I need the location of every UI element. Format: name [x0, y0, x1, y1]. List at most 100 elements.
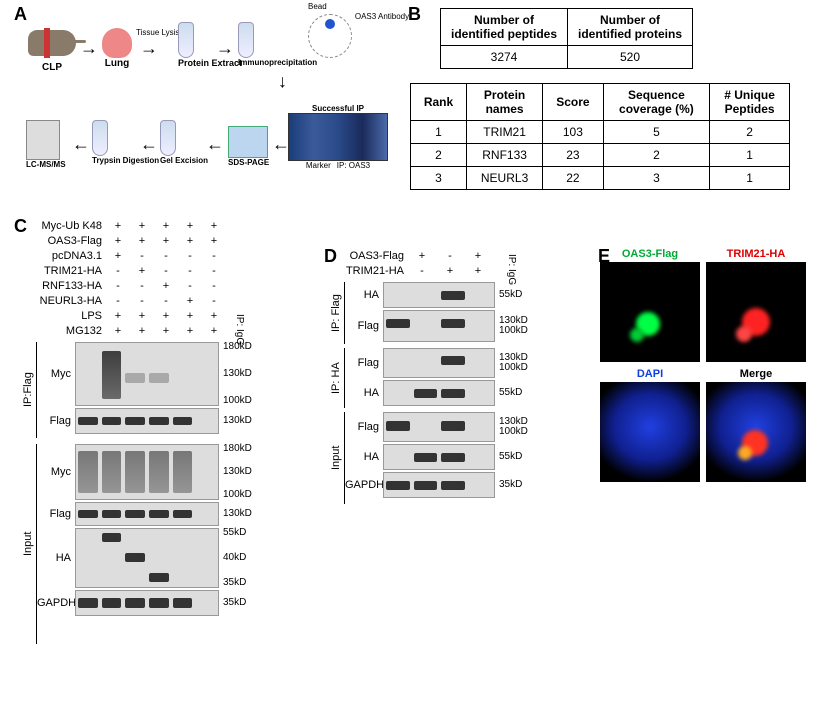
blot-myc-ip: [75, 342, 219, 406]
table-row: 2RNF1332321: [411, 144, 790, 167]
wf-lcms: LC-MS/MS: [26, 120, 66, 169]
blot-d-ha1: [383, 282, 495, 308]
arrow-icon: →: [80, 38, 98, 59]
cond-cell: +: [154, 325, 178, 337]
cond-label: LPS: [20, 310, 106, 322]
cond-cell: +: [106, 235, 130, 247]
wf-trypsin: Trypsin Digestion: [92, 120, 159, 165]
cond-label: OAS3-Flag: [20, 235, 106, 247]
cond-cell: +: [202, 220, 226, 232]
cond-cell: -: [202, 280, 226, 292]
fluor-green: [600, 262, 700, 362]
blot-d-flag3: [383, 412, 495, 442]
blot-myc-label: Myc: [37, 368, 75, 380]
conditions-c: Myc-Ub K48+++++OAS3-Flag+++++pcDNA3.1+--…: [20, 218, 310, 338]
cond-label: NEURL3-HA: [20, 295, 106, 307]
cond-cell: +: [130, 325, 154, 337]
th-score: Score: [543, 84, 604, 121]
fluor-blue: [600, 382, 700, 482]
cond-cell: -: [106, 280, 130, 292]
cond-cell: +: [202, 310, 226, 322]
cond-cell: +: [154, 235, 178, 247]
blot-gapdh: [75, 590, 219, 616]
wf-bead-circle: Bead OAS3 Antibody: [308, 14, 352, 58]
wf-oas3ab-label: OAS3 Antibody: [352, 12, 412, 21]
arrow-left-icon: ←: [206, 134, 224, 155]
cond-cell: -: [178, 250, 202, 262]
wf-lung-label: Lung: [102, 58, 132, 69]
th-uniq: # Unique Peptides: [710, 84, 790, 121]
cond-cell: +: [178, 235, 202, 247]
cond-cell: +: [154, 310, 178, 322]
ip-igg-label-d: IP: IgG: [506, 254, 517, 285]
cond-label: OAS3-Flag: [328, 250, 408, 262]
cond-cell: +: [154, 280, 178, 292]
cond-label: TRIM21-HA: [328, 265, 408, 277]
blot-d-gapdh: [383, 472, 495, 498]
gel-image: [288, 113, 388, 161]
arrow-down-icon: →: [275, 74, 296, 92]
td-peptides: 3274: [441, 46, 568, 69]
cond-cell: +: [154, 220, 178, 232]
cond-label: RNF133-HA: [20, 280, 106, 292]
fluor-red: [706, 262, 806, 362]
cond-cell: +: [106, 310, 130, 322]
cond-cell: -: [106, 295, 130, 307]
th-seq: Sequence coverage (%): [603, 84, 710, 121]
cond-cell: +: [106, 250, 130, 262]
panel-e-fluorescence: OAS3-Flag TRIM21-HA DAPI Merge: [600, 248, 810, 482]
cond-cell: +: [178, 325, 202, 337]
cond-cell: -: [178, 280, 202, 292]
cond-cell: +: [130, 235, 154, 247]
cond-cell: -: [130, 295, 154, 307]
panel-c-western: Myc-Ub K48+++++OAS3-Flag+++++pcDNA3.1+--…: [20, 218, 310, 688]
cond-cell: -: [106, 265, 130, 277]
panel-a-workflow: CLP → Lung Tissue Lysis → Protein Extrac…: [20, 8, 400, 208]
blot-d-flag1: [383, 310, 495, 342]
wf-lcms-label: LC-MS/MS: [26, 160, 66, 169]
cond-cell: +: [202, 235, 226, 247]
cond-cell: -: [154, 250, 178, 262]
cond-cell: +: [130, 220, 154, 232]
wf-clp-label: CLP: [28, 62, 76, 73]
cond-cell: +: [106, 325, 130, 337]
th-peptides: Number of identified peptides: [441, 9, 568, 46]
cond-cell: +: [106, 220, 130, 232]
wf-ip: Immunoprecipitation: [238, 22, 317, 67]
cond-cell: +: [178, 295, 202, 307]
blot-d-flag2: [383, 348, 495, 378]
cond-cell: -: [408, 265, 436, 277]
cond-cell: -: [154, 265, 178, 277]
cond-cell: +: [130, 265, 154, 277]
wf-successful-label: Successful IP: [288, 104, 388, 113]
wf-sds: Successful IP Marker IP: OAS3: [288, 104, 388, 170]
fluor-merge: [706, 382, 806, 482]
table-row: 3NEURL32231: [411, 167, 790, 190]
th-proteins: Number of identified proteins: [568, 9, 693, 46]
blot-flag-label: Flag: [37, 415, 75, 427]
cond-cell: -: [178, 265, 202, 277]
conditions-d: OAS3-Flag+-+TRIM21-HA-++: [328, 248, 588, 278]
cond-cell: -: [154, 295, 178, 307]
cond-cell: +: [464, 265, 492, 277]
blot-myc-input: [75, 444, 219, 500]
group-ipha-d: IP: HA: [328, 348, 345, 408]
table-ranked: Rank Protein names Score Sequence covera…: [410, 83, 790, 190]
wf-ip-label: Immunoprecipitation: [238, 58, 317, 67]
cond-cell: -: [202, 265, 226, 277]
cond-cell: -: [202, 295, 226, 307]
th-rank: Rank: [411, 84, 467, 121]
fluor-green-title: OAS3-Flag: [600, 248, 700, 260]
blot-flag-ip: [75, 408, 219, 434]
cond-cell: +: [408, 250, 436, 262]
panel-d-western: OAS3-Flag+-+TRIM21-HA-++ IP: IgG IP: Fla…: [328, 248, 588, 668]
th-name: Protein names: [467, 84, 543, 121]
cond-cell: +: [130, 310, 154, 322]
arrow-icon: →: [140, 38, 158, 59]
wf-trypsin-label: Trypsin Digestion: [92, 156, 159, 165]
fluor-red-title: TRIM21-HA: [706, 248, 806, 260]
cond-cell: -: [130, 280, 154, 292]
wf-marker-label: Marker: [306, 161, 331, 170]
arrow-icon: →: [216, 38, 234, 59]
cond-label: MG132: [20, 325, 106, 337]
